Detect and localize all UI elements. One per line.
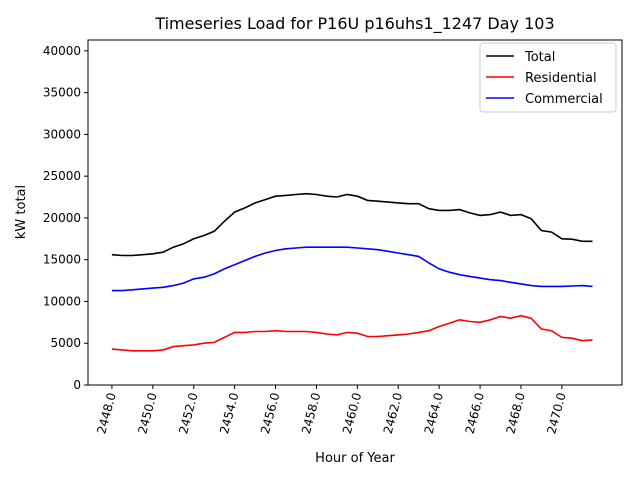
x-tick-label: 2458.0 bbox=[299, 391, 323, 435]
y-tick-label: 5000 bbox=[50, 336, 81, 350]
legend-label: Residential bbox=[525, 71, 597, 86]
x-tick-label: 2454.0 bbox=[217, 391, 241, 435]
x-axis-label: Hour of Year bbox=[315, 451, 395, 466]
y-tick-label: 0 bbox=[73, 378, 81, 392]
x-tick-label: 2460.0 bbox=[340, 391, 364, 435]
plot-frame bbox=[87, 39, 623, 386]
x-tick-label: 2466.0 bbox=[463, 391, 487, 435]
legend-box bbox=[479, 42, 617, 113]
x-tick-label: 2456.0 bbox=[258, 391, 282, 435]
series-line-total bbox=[111, 192, 593, 257]
series-line-residential bbox=[111, 314, 593, 352]
y-tick-label: 25000 bbox=[43, 169, 81, 183]
x-tick-label: 2462.0 bbox=[381, 391, 405, 435]
y-tick-label: 40000 bbox=[43, 44, 81, 58]
x-tick-label: 2468.0 bbox=[503, 391, 527, 435]
y-tick-label: 15000 bbox=[43, 253, 81, 267]
y-axis-label: kW total bbox=[14, 185, 29, 239]
legend-label: Commercial bbox=[525, 92, 603, 107]
series-line-commercial bbox=[111, 246, 593, 292]
y-tick-label: 35000 bbox=[43, 86, 81, 100]
legend-label: Total bbox=[524, 50, 555, 65]
y-tick-label: 30000 bbox=[43, 127, 81, 141]
legend: Total Residential Commercial bbox=[479, 42, 617, 113]
y-tick-label: 20000 bbox=[43, 211, 81, 225]
x-tick-label: 2464.0 bbox=[422, 391, 446, 435]
x-tick-label: 2448.0 bbox=[94, 391, 118, 435]
x-tick-label: 2450.0 bbox=[135, 391, 159, 435]
x-tick-label: 2452.0 bbox=[176, 391, 200, 435]
chart-title: Timeseries Load for P16U p16uhs1_1247 Da… bbox=[154, 14, 554, 34]
y-tick-label: 10000 bbox=[43, 294, 81, 308]
x-tick-label: 2470.0 bbox=[544, 391, 568, 435]
